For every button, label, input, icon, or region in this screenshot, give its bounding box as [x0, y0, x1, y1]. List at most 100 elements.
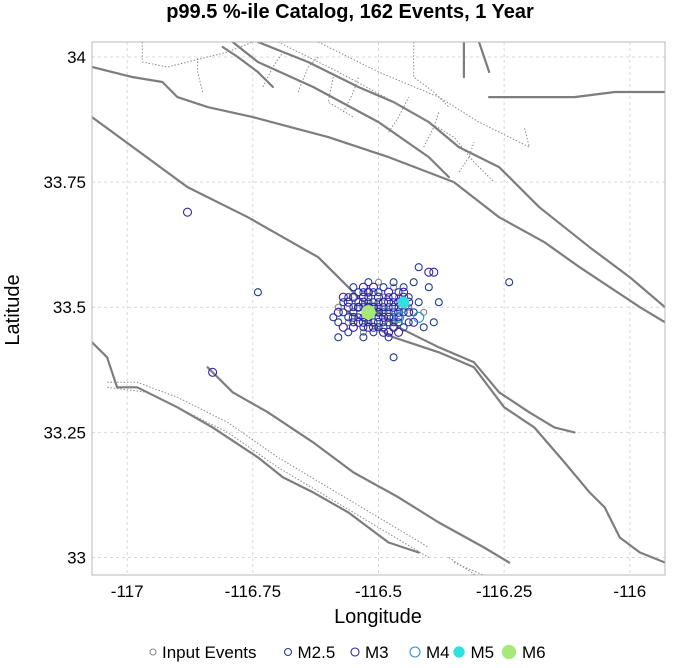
fault-trace: [488, 90, 665, 99]
m3-event-marker: [384, 287, 394, 297]
m2-5-event-marker: [349, 318, 358, 327]
m2-5-event-marker: [379, 323, 388, 332]
m3-event-marker: [368, 322, 379, 332]
m2-5-event-marker: [379, 283, 388, 292]
m2-5-event-marker: [384, 303, 393, 312]
fault-trace-dotted: [262, 51, 284, 88]
m3-event-marker: [404, 307, 414, 317]
m2-5-event-marker: [389, 313, 398, 322]
m2-5-event-marker: [359, 288, 368, 297]
m5-event-marker: [397, 296, 410, 308]
fault-trace: [231, 42, 450, 179]
m2-5-event-marker: [349, 308, 358, 317]
m2-5-event-marker: [344, 293, 353, 302]
m3-event-marker: [373, 292, 384, 302]
m3-event-marker: [389, 292, 399, 302]
legend-marker: [283, 647, 293, 657]
fault-trace-dotted: [413, 42, 450, 108]
input-event-marker: [420, 308, 428, 316]
m3-event-marker: [333, 307, 343, 317]
legend-label: M5: [471, 643, 495, 662]
legend-label: M6: [522, 643, 546, 662]
m2-5-event-marker: [354, 313, 363, 322]
m3-event-marker: [358, 297, 368, 307]
m2-5-event-marker: [374, 303, 383, 312]
m2-5-event-marker: [384, 308, 393, 317]
x-tick-label: -117: [111, 582, 144, 601]
m2-5-event-marker: [364, 278, 373, 287]
m2-5-event-marker: [369, 298, 378, 307]
fault-trace: [206, 366, 511, 564]
m2-5-event-marker: [354, 288, 363, 297]
input-event-marker: [349, 293, 357, 301]
y-tick-label: 34: [67, 48, 86, 67]
m3-event-marker: [348, 322, 358, 332]
x-tick-label: -116.5: [355, 582, 402, 601]
fault-lines: [92, 42, 665, 575]
m2-5-event-marker: [419, 323, 428, 332]
m2-5-event-marker: [409, 278, 418, 287]
legend-label: Input Events: [162, 643, 257, 662]
fault-trace-dotted: [277, 42, 495, 183]
y-tick-label: 33.75: [43, 173, 86, 192]
m2-5-event-marker: [374, 313, 383, 322]
input-event-marker: [379, 293, 388, 301]
m3-event-marker: [182, 207, 193, 217]
m4-event-marker: [413, 311, 425, 323]
legend-label: M4: [426, 643, 450, 662]
m4-event-marker: [393, 311, 405, 323]
m2-5-event-marker: [329, 313, 338, 322]
m2-5-event-marker: [399, 283, 408, 292]
m3-event-marker: [338, 292, 348, 302]
m3-event-marker: [394, 327, 404, 337]
x-tick-label: -116: [613, 582, 646, 601]
input-event-marker: [359, 328, 367, 336]
m2-5-event-marker: [339, 308, 348, 317]
x-tick-label: -116.75: [225, 582, 281, 601]
m2-5-event-marker: [349, 283, 358, 292]
event-markers: [182, 207, 514, 377]
legend-label: M3: [365, 643, 389, 662]
m2-5-event-marker: [374, 323, 383, 332]
m2-5-event-marker: [389, 298, 398, 307]
fault-trace-dotted: [423, 111, 440, 148]
legend-marker: [409, 646, 421, 658]
input-event-marker: [334, 303, 342, 311]
legend-marker: [149, 648, 157, 656]
legend-label: M2.5: [298, 643, 336, 662]
m2-5-event-marker: [429, 318, 438, 327]
legend-marker: [501, 644, 517, 660]
m3-event-marker: [389, 322, 399, 332]
m2-5-event-marker: [384, 293, 393, 302]
y-axis-label: Latitude: [2, 274, 24, 345]
fault-trace: [347, 311, 665, 564]
m3-event-marker: [363, 322, 373, 332]
m3-event-marker: [399, 287, 409, 297]
m2-5-event-marker: [334, 318, 343, 327]
input-event-marker: [364, 288, 372, 296]
m2-5-event-marker: [374, 298, 383, 307]
m2-5-event-marker: [253, 288, 262, 297]
m2-5-event-marker: [434, 298, 443, 307]
m2-5-event-marker: [359, 323, 368, 332]
fault-trace: [477, 42, 491, 74]
m3-event-marker: [389, 302, 399, 312]
m3-event-marker: [378, 327, 389, 337]
m3-event-marker: [378, 312, 389, 322]
m3-event-marker: [424, 267, 434, 277]
m2-5-event-marker: [364, 293, 373, 302]
y-tick-label: 33: [67, 548, 86, 567]
m2-5-event-marker: [394, 288, 403, 297]
y-tick-label: 33.25: [43, 423, 86, 442]
m2-5-event-marker: [334, 333, 343, 342]
x-tick-labels: -117 -116.75 -116.5 -116.25 -116: [111, 582, 646, 601]
m2-5-event-marker: [384, 318, 393, 327]
fault-trace: [221, 45, 274, 89]
input-event-marker: [374, 278, 383, 286]
m3-event-marker: [384, 312, 394, 322]
fault-trace-dotted: [448, 557, 477, 575]
m2-5-event-marker: [394, 318, 403, 327]
m3-event-marker: [358, 292, 368, 302]
m2-5-event-marker: [379, 308, 388, 317]
m3-event-marker: [353, 317, 363, 327]
